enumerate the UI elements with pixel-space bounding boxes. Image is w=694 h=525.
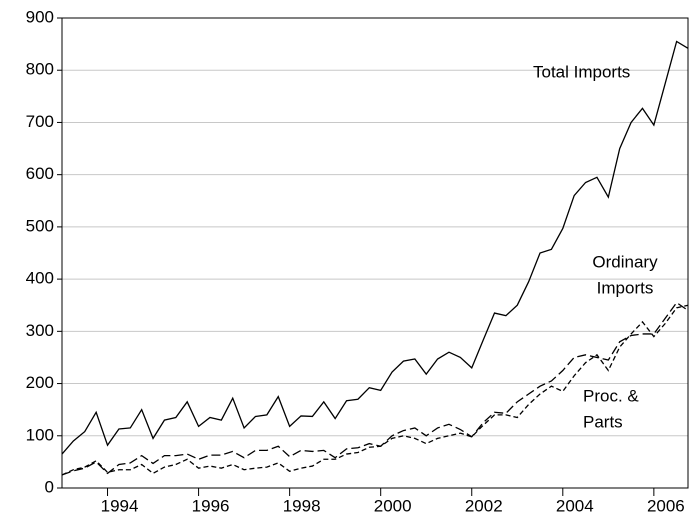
y-tick-label: 100 [26, 425, 54, 444]
y-tick-label: 600 [26, 164, 54, 183]
y-tick-label: 0 [45, 477, 54, 496]
x-tick-label: 2000 [374, 496, 412, 515]
y-tick-label: 500 [26, 216, 54, 235]
x-tick-label: 2006 [647, 496, 685, 515]
annotation: Proc. & [583, 386, 639, 405]
data-line [61, 40, 689, 455]
y-tick-label: 400 [26, 269, 54, 288]
plot-frame [61, 17, 689, 489]
annotation: Imports [597, 278, 654, 297]
x-tick-label: 1996 [192, 496, 230, 515]
y-tick-label: 800 [26, 60, 54, 79]
data-line [61, 301, 689, 476]
x-tick-label: 2004 [556, 496, 594, 515]
annotation: Total Imports [533, 62, 630, 81]
y-tick-label: 900 [26, 7, 54, 26]
x-tick-label: 1998 [283, 496, 321, 515]
x-tick-label: 2002 [465, 496, 503, 515]
annotation: Parts [583, 412, 623, 431]
annotation: Ordinary [592, 252, 658, 271]
y-tick-label: 200 [26, 373, 54, 392]
x-tick-label: 1994 [101, 496, 139, 515]
y-tick-label: 300 [26, 321, 54, 340]
data-line [61, 304, 689, 476]
y-tick-label: 700 [26, 112, 54, 131]
